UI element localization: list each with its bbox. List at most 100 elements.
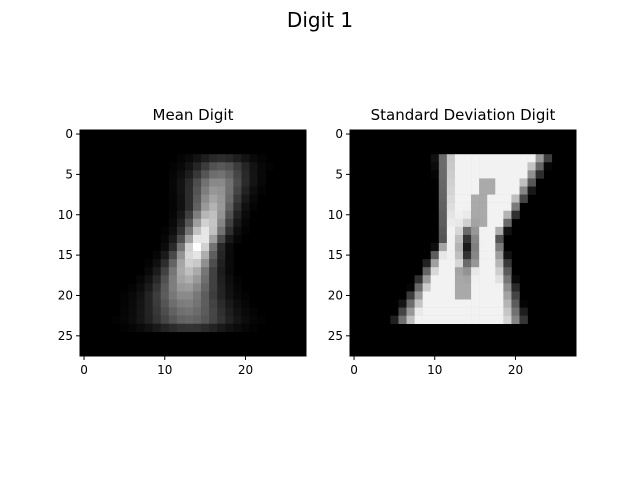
heatmap-cell — [201, 323, 210, 333]
heatmap-cell — [511, 283, 520, 292]
heatmap-cell — [168, 226, 178, 236]
heatmap-cell — [543, 154, 553, 163]
heatmap-cell — [168, 267, 178, 276]
heatmap-cell — [152, 275, 162, 284]
heatmap-cell — [495, 267, 504, 276]
heatmap-cell — [511, 154, 520, 163]
heatmap-cell — [535, 154, 545, 163]
heatmap-cell — [184, 323, 194, 333]
heatmap-cell — [128, 283, 137, 292]
heatmap-cell — [487, 299, 496, 308]
heatmap-cell — [438, 307, 448, 316]
heatmap-cell — [168, 218, 178, 228]
heatmap-cell — [184, 210, 194, 220]
heatmap-cell — [446, 226, 456, 236]
y-tick-label: 25 — [328, 329, 343, 343]
y-tick-label: 10 — [58, 208, 73, 222]
heatmap-cell — [454, 251, 464, 260]
heatmap-cell — [225, 178, 234, 187]
heatmap-cell — [454, 202, 464, 212]
heatmap-cell — [176, 299, 186, 308]
heatmap-cell — [471, 251, 480, 260]
heatmap-cell — [209, 251, 218, 260]
heatmap-cell — [152, 323, 162, 333]
heatmap-cell — [201, 194, 210, 203]
heatmap-cell — [184, 186, 194, 195]
heatmap-cell — [446, 259, 456, 268]
heatmap-cell — [487, 194, 496, 203]
heatmap-cell — [136, 291, 145, 300]
heatmap-cell — [144, 315, 153, 325]
heatmap-cell — [487, 170, 496, 179]
heatmap-cell — [463, 283, 472, 292]
heatmap-cell — [225, 323, 234, 333]
x-tick-label: 0 — [80, 363, 88, 377]
heatmap-cell — [217, 218, 226, 228]
heatmap-cell — [217, 299, 226, 308]
heatmap-cell — [446, 307, 456, 316]
heatmap-cell — [217, 291, 226, 300]
heatmap-cell — [176, 218, 186, 228]
heatmap-cell — [495, 299, 504, 308]
heatmap-cell — [438, 186, 448, 195]
heatmap-cell — [454, 259, 464, 268]
heatmap-cell — [414, 299, 423, 308]
heatmap-cell — [209, 243, 218, 252]
heatmap-cell — [511, 210, 520, 220]
heatmap-cell — [503, 299, 512, 308]
heatmap-cell — [471, 259, 480, 268]
heatmap-cell — [225, 291, 234, 300]
heatmap-cell — [422, 259, 432, 268]
heatmap-cell — [136, 323, 145, 333]
heatmap-cell — [463, 210, 472, 220]
heatmap-cell — [406, 307, 415, 316]
heatmap-cell — [479, 283, 488, 292]
heatmap-cell — [430, 283, 440, 292]
heatmap-cell — [225, 218, 234, 228]
x-tick-label: 0 — [350, 363, 358, 377]
heatmap-cell — [487, 178, 496, 187]
heatmap-cell — [144, 307, 153, 316]
heatmap-cell — [430, 251, 440, 260]
heatmap-cell — [152, 291, 162, 300]
heatmap-cell — [479, 178, 488, 187]
heatmap-cell — [511, 315, 520, 325]
heatmap-cell — [479, 186, 488, 195]
heatmap-cell — [479, 259, 488, 268]
heatmap-cell — [168, 186, 178, 195]
heatmap-cell — [511, 275, 520, 284]
heatmap-cell — [503, 194, 512, 203]
heatmap-cell — [535, 170, 545, 179]
heatmap-cell — [249, 323, 258, 333]
heatmap-cell — [217, 307, 226, 316]
heatmap-cell — [184, 178, 194, 187]
heatmap-cell — [225, 186, 234, 195]
heatmap-cell — [217, 251, 226, 260]
heatmap-cell — [430, 162, 440, 171]
heatmap-cell — [519, 170, 528, 179]
heatmap-cell — [398, 307, 407, 316]
heatmap-cell — [471, 154, 480, 163]
heatmap-cell — [233, 291, 242, 300]
std-digit-panel: 0 10 20 0 5 10 15 20 25 — [328, 127, 577, 377]
heatmap-cell — [201, 178, 210, 187]
heatmap-cell — [479, 315, 488, 325]
heatmap-cell — [414, 283, 423, 292]
heatmap-cell — [209, 267, 218, 276]
heatmap-cell — [479, 307, 488, 316]
heatmap-cell — [463, 154, 472, 163]
heatmap-cell — [503, 291, 512, 300]
heatmap-cell — [471, 162, 480, 171]
heatmap-cell — [495, 218, 504, 228]
heatmap-cell — [438, 243, 448, 252]
heatmap-cell — [438, 194, 448, 203]
y-tick-label: 5 — [335, 167, 343, 181]
heatmap-cell — [503, 186, 512, 195]
heatmap-cell — [217, 194, 226, 203]
heatmap-cell — [201, 154, 210, 163]
heatmap-cell — [446, 218, 456, 228]
heatmap-cell — [184, 194, 194, 203]
heatmap-cell — [193, 315, 202, 325]
heatmap-cell — [454, 283, 464, 292]
heatmap-cell — [503, 275, 512, 284]
